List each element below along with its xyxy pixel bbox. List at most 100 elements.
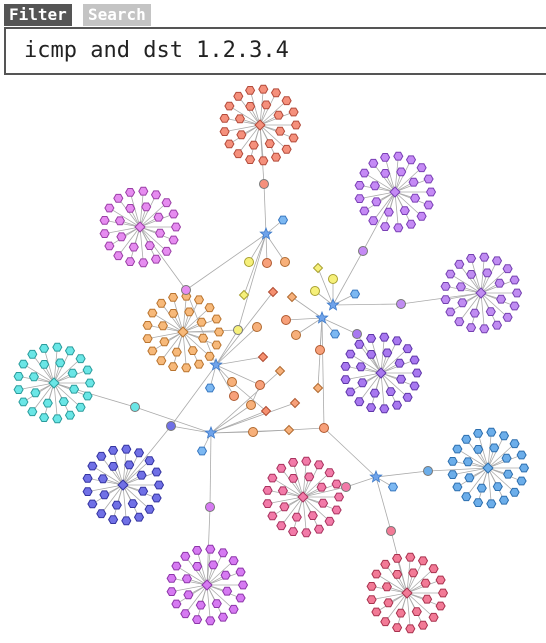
edge [215,329,239,366]
edge [109,207,141,228]
router-node [358,246,368,256]
edge [487,432,492,469]
host-node [366,334,377,343]
host-node [144,504,155,514]
edge [210,370,281,434]
host-node [301,528,312,538]
host-node [399,206,410,215]
edge [104,226,141,235]
switch-node [389,186,401,198]
host-node [279,502,290,512]
host-node [220,570,231,580]
host-node [318,498,329,508]
host-node [153,212,164,222]
host-node [461,434,472,444]
host-node [125,257,136,266]
edge [394,191,399,228]
host-node [270,88,282,98]
host-node [156,356,167,366]
host-node [340,375,351,384]
switch-node [257,351,269,363]
host-node [181,574,192,584]
host-node [113,251,124,261]
host-node [82,391,93,401]
host-node [116,232,127,242]
host-node [455,282,466,292]
switch-node [177,326,189,338]
host-node [307,511,318,520]
edge [237,233,267,331]
edge [285,317,323,321]
edge [380,372,385,409]
host-node [161,246,172,256]
host-node [192,546,203,555]
host-node [127,499,138,508]
host-node [316,482,327,492]
host-node [121,516,132,526]
switch-node [289,397,301,409]
host-node [133,512,145,522]
host-node [108,446,119,455]
edge [457,448,489,469]
filter-input[interactable]: icmp and dst 1.2.3.4 [4,27,546,75]
edge [317,267,334,306]
host-node [228,604,239,614]
host-node [396,374,407,384]
host-node [354,194,365,203]
edge [470,258,482,294]
edge [302,496,330,522]
edge [394,167,422,193]
host-node [124,460,135,470]
edge [170,364,217,427]
host-node [396,167,407,177]
host-node [180,609,191,619]
host-node [452,444,463,454]
host-node [13,372,24,381]
switch-node [117,479,129,491]
host-node [205,544,216,554]
host-node [509,439,520,449]
host-node [121,444,132,454]
host-node [193,295,205,305]
host-node [411,607,422,616]
host-node [392,554,403,563]
edge [53,382,81,408]
host-node [196,317,207,327]
host-node [492,482,503,491]
host-node [435,601,446,611]
host-node [168,362,179,371]
router-node [259,179,269,189]
router-node [227,377,237,387]
host-node [395,608,406,618]
edge [295,317,323,336]
host-node [64,410,76,420]
switch-node [482,462,494,474]
host-node [402,392,413,402]
host-node [331,479,342,489]
host-node [125,204,136,213]
host-node [114,216,125,226]
edge [384,157,396,193]
host-node [64,346,76,356]
host-node [385,387,396,396]
host-node [147,346,158,356]
edge [280,496,304,526]
host-node [392,570,403,579]
host-node [324,516,335,526]
host-node [205,616,216,626]
search-tab[interactable]: Search [83,4,151,26]
host-node [141,202,152,212]
host-node [108,515,119,524]
edge [376,573,408,594]
router-node [315,345,325,355]
host-node [359,206,370,216]
edge [259,124,287,150]
edge [321,317,358,335]
host-node [82,487,93,496]
host-node [211,340,222,350]
filter-tab[interactable]: Filter [4,4,72,26]
host-node [84,378,96,388]
edge [139,191,144,228]
edge [139,226,144,263]
host-node [466,323,477,332]
